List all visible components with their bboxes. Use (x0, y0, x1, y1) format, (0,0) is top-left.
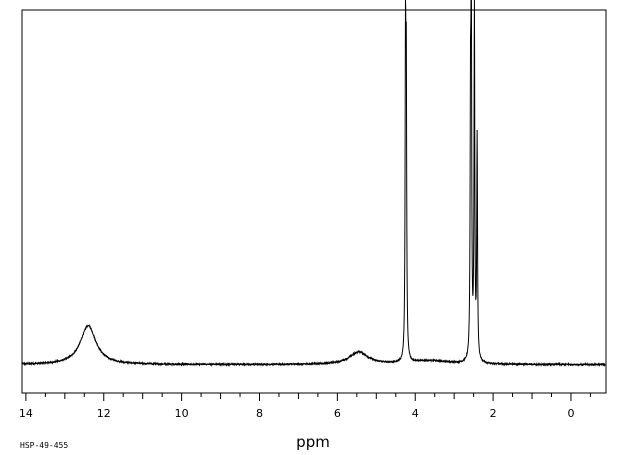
plot-frame (21, 9, 607, 394)
x-tick-label: 0 (567, 407, 574, 420)
x-tick-label: 10 (175, 407, 189, 420)
x-tick-label: 14 (19, 407, 33, 420)
spectrum-line (21, 0, 607, 368)
x-tick-label: 2 (490, 407, 497, 420)
sample-id-label: HSP-49-455 (20, 441, 68, 450)
x-axis-title: ppm (296, 433, 330, 451)
x-tick-label: 8 (256, 407, 263, 420)
x-tick-label: 12 (97, 407, 111, 420)
x-axis-tick-labels: 14 12 10 8 6 4 2 0 (19, 407, 575, 420)
x-tick-label: 6 (334, 407, 341, 420)
x-tick-label: 4 (412, 407, 419, 420)
x-axis-ticks (25, 393, 591, 401)
